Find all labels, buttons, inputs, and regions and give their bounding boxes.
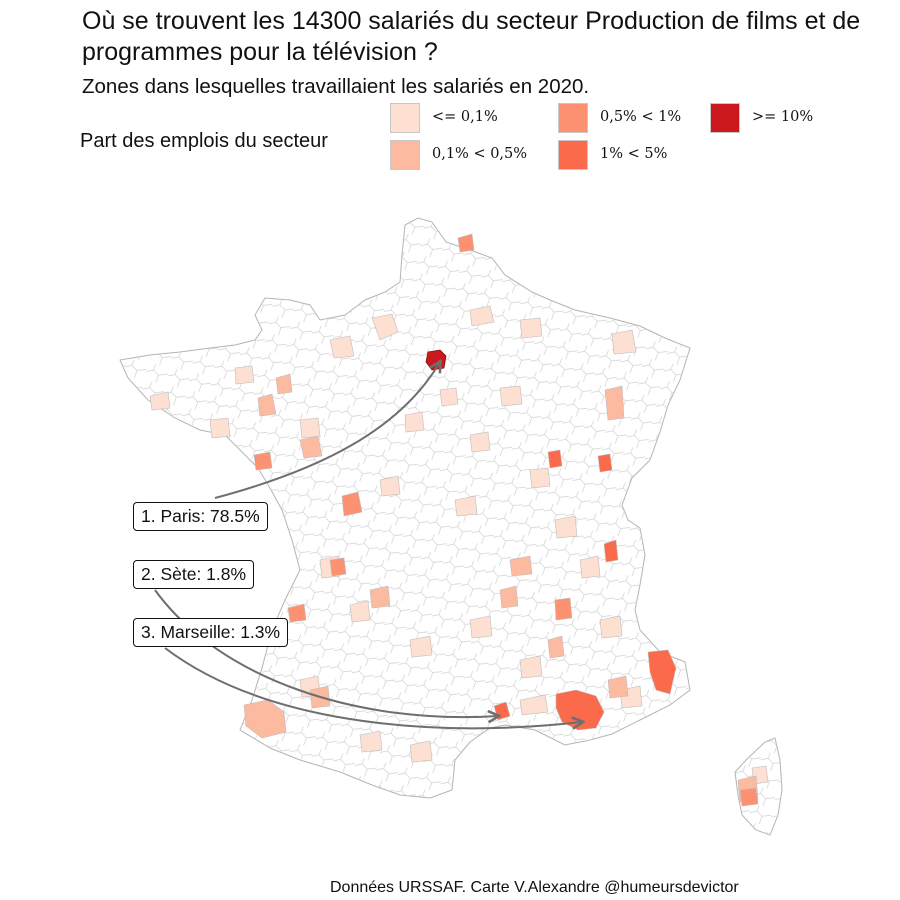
- zone-boundaries: [120, 218, 690, 798]
- map-subtitle: Zones dans lesquelles travaillaient les …: [82, 75, 590, 98]
- zones-0-1-0-5: [243, 373, 759, 803]
- zones-0-5-1: [253, 233, 759, 807]
- zone-marseille: [555, 689, 605, 731]
- legend-swatch: [710, 103, 740, 133]
- source-caption: Données URSSAF. Carte V.Alexandre @humeu…: [330, 879, 739, 896]
- arrow-marseille: [164, 647, 582, 728]
- legend-label: 0,5% < 1%: [600, 109, 682, 125]
- legend-label: <= 0,1%: [432, 109, 498, 125]
- zones-1-5: [493, 449, 677, 731]
- legend: <= 0,1% 0,1% < 0,5% 0,5% < 1% 1% < 5% >=…: [390, 103, 850, 173]
- legend-title: Part des emplois du secteur: [80, 130, 328, 152]
- callout-sete: 2. Sète: 1.8%: [133, 560, 255, 589]
- legend-swatch: [390, 103, 420, 133]
- legend-label: 0,1% < 0,5%: [432, 146, 528, 162]
- corsica-zones: [735, 738, 782, 835]
- callout-paris: 1. Paris: 78.5%: [133, 502, 268, 531]
- legend-swatch: [390, 140, 420, 170]
- legend-swatch: [558, 140, 588, 170]
- callout-marseille: 3. Marseille: 1.3%: [133, 618, 289, 647]
- legend-label: >= 10%: [752, 109, 814, 125]
- arrow-paris: [214, 362, 440, 499]
- map-title: Où se trouvent les 14300 salariés du sec…: [82, 7, 861, 66]
- legend-swatch: [558, 103, 588, 133]
- legend-label: 1% < 5%: [600, 146, 668, 162]
